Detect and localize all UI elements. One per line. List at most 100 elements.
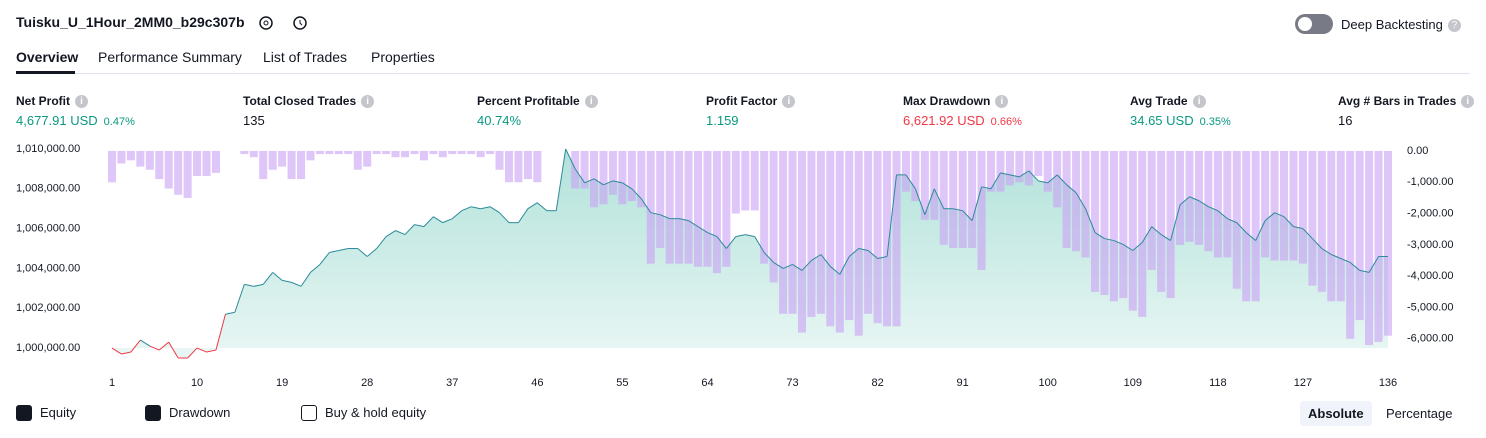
equity-line [130, 339, 141, 353]
metric-value: 34.65 USD 0.35% [1130, 113, 1231, 128]
drawdown-bar [618, 150, 627, 205]
legend-drawdown[interactable]: Drawdown [145, 405, 230, 421]
equity-line [707, 232, 718, 238]
equity-line [877, 255, 888, 259]
x-tick-label: 37 [446, 377, 458, 389]
drawdown-bar [580, 150, 589, 189]
drawdown-bar [249, 150, 258, 158]
metric-label: Max Drawdown i [903, 94, 1009, 108]
equity-line [480, 206, 491, 210]
drawdown-bar [1365, 150, 1374, 346]
drawdown-bar [1166, 150, 1175, 299]
drawdown-bar [259, 150, 268, 180]
drawdown-bar [1308, 150, 1317, 286]
equity-line [499, 212, 510, 223]
drawdown-bar [968, 150, 977, 249]
equity-line [395, 230, 406, 236]
equity-line [1075, 192, 1086, 209]
equity-line [716, 236, 727, 249]
equity-line [1160, 234, 1171, 241]
legend-equity[interactable]: Equity [16, 405, 76, 421]
equity-line [1236, 222, 1247, 233]
drawdown-bar [608, 150, 617, 195]
tab[interactable]: List of Trades [263, 49, 348, 65]
equity-line [792, 264, 803, 271]
equity-line [593, 178, 604, 186]
equity-line [1019, 170, 1030, 178]
drawdown-bar [1327, 150, 1336, 302]
drawdown-bar [779, 150, 788, 314]
x-tick-label: 91 [957, 377, 969, 389]
drawdown-bar [164, 150, 173, 189]
equity-line [773, 262, 784, 269]
equity-line [565, 148, 576, 170]
equity-line [650, 212, 661, 216]
tab[interactable]: Properties [371, 49, 435, 65]
metric-label: Profit Factor i [706, 94, 796, 108]
drawdown-bar [1194, 150, 1203, 245]
drawdown-bar [1005, 150, 1014, 186]
drawdown-bar [486, 150, 495, 155]
drawdown-bar [1317, 150, 1326, 292]
metric-value: 4,677.91 USD 0.47% [16, 113, 135, 128]
equity-line [1331, 254, 1341, 259]
equity-line [442, 218, 453, 224]
drawdown-bar [1128, 150, 1137, 311]
equity-line [489, 206, 500, 214]
drawdown-bar [438, 150, 447, 158]
drawdown-bar [769, 150, 778, 283]
drawdown-bar [930, 150, 939, 220]
equity-line [196, 347, 207, 353]
equity-line [640, 198, 652, 213]
drawdown-bar [448, 150, 457, 155]
equity-line [329, 250, 339, 253]
drawdown-bar [656, 150, 665, 249]
drawdown-bar [788, 150, 797, 314]
metric-value-text: 16 [1338, 113, 1353, 128]
metric-label-text: Avg # Bars in Trades [1338, 94, 1457, 108]
equity-line [1227, 218, 1237, 224]
scale-button[interactable]: Percentage [1386, 406, 1453, 421]
drawdown-bar [1090, 150, 1100, 292]
x-tick-label: 10 [191, 377, 203, 389]
equity-line [1151, 226, 1162, 235]
legend-buyhold[interactable]: Buy & hold equity [301, 405, 426, 421]
drawdown-bar [599, 150, 608, 205]
drawdown-bar [1100, 150, 1109, 295]
chart: 1,000,000.00 1,002,000.00 1,004,000.00 1,00… [16, 143, 1453, 389]
equity-line [121, 351, 132, 355]
equity-line [1245, 232, 1256, 241]
x-tick-label: 46 [531, 377, 543, 389]
drawdown-bar [1109, 150, 1118, 302]
drawdown-bar [731, 150, 740, 214]
drawdown-bar [1374, 150, 1383, 342]
equity-line [754, 236, 765, 253]
equity-line [244, 283, 254, 287]
drawdown-bar [1289, 150, 1298, 261]
equity-line [404, 224, 415, 235]
drawdown-bar [174, 150, 183, 195]
tab[interactable]: Performance Summary [98, 49, 242, 65]
drawdown-bar [1383, 150, 1393, 336]
drawdown-bar [1081, 150, 1090, 258]
equity-line [735, 234, 746, 238]
equity-line [215, 314, 226, 351]
x-tick-label: 82 [871, 377, 883, 389]
drawdown-bar [107, 150, 117, 183]
equity-line [612, 180, 623, 184]
equity-line [858, 248, 869, 252]
drawdown-bar [816, 150, 825, 314]
equity-line [518, 208, 529, 223]
legend-label: Drawdown [169, 405, 231, 420]
metric-value-text: 1.159 [706, 113, 739, 128]
drawdown-bar [949, 150, 958, 249]
scale-button[interactable]: Absolute [1300, 401, 1372, 426]
equity-line [848, 248, 860, 257]
deep-backtesting-toggle[interactable] [1295, 14, 1333, 34]
tab[interactable]: Overview [16, 49, 79, 65]
drawdown-bar [1119, 150, 1128, 299]
drawdown-bar [278, 150, 287, 167]
equity-line [158, 341, 170, 351]
drawdown-bar [1242, 150, 1251, 302]
